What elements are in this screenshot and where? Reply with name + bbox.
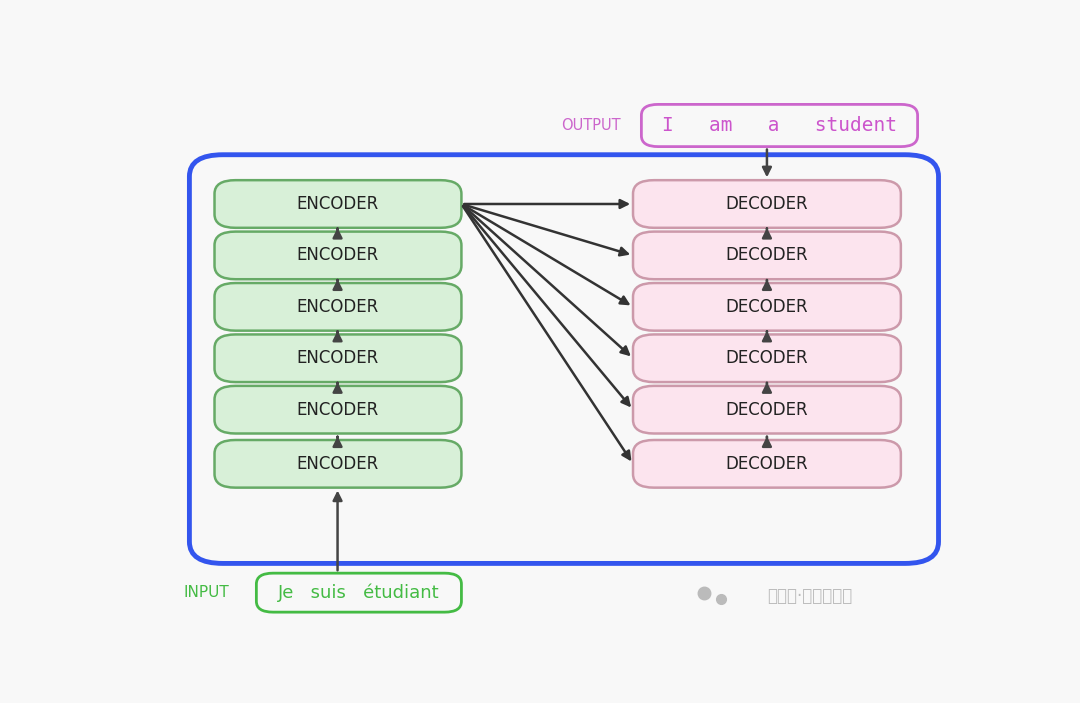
FancyBboxPatch shape	[633, 386, 901, 434]
FancyBboxPatch shape	[215, 440, 461, 488]
Text: OUTPUT: OUTPUT	[562, 118, 621, 133]
FancyBboxPatch shape	[633, 335, 901, 382]
Text: ENCODER: ENCODER	[297, 401, 379, 419]
Text: I   am   a   student: I am a student	[662, 116, 897, 135]
Text: 公众号·老肖说两句: 公众号·老肖说两句	[767, 587, 852, 605]
Text: ENCODER: ENCODER	[297, 247, 379, 264]
FancyBboxPatch shape	[215, 180, 461, 228]
FancyBboxPatch shape	[215, 335, 461, 382]
Text: ENCODER: ENCODER	[297, 195, 379, 213]
Text: DECODER: DECODER	[726, 401, 808, 419]
FancyBboxPatch shape	[642, 104, 918, 147]
Text: DECODER: DECODER	[726, 349, 808, 367]
FancyBboxPatch shape	[256, 573, 461, 612]
Text: DECODER: DECODER	[726, 455, 808, 473]
FancyBboxPatch shape	[633, 231, 901, 279]
Text: INPUT: INPUT	[184, 585, 229, 600]
Text: ENCODER: ENCODER	[297, 349, 379, 367]
Text: DECODER: DECODER	[726, 298, 808, 316]
FancyBboxPatch shape	[215, 283, 461, 330]
FancyBboxPatch shape	[633, 283, 901, 330]
Text: DECODER: DECODER	[726, 195, 808, 213]
Text: DECODER: DECODER	[726, 247, 808, 264]
FancyBboxPatch shape	[215, 386, 461, 434]
Text: Je   suis   étudiant: Je suis étudiant	[278, 583, 440, 602]
FancyBboxPatch shape	[189, 155, 939, 563]
FancyBboxPatch shape	[633, 440, 901, 488]
Text: ENCODER: ENCODER	[297, 298, 379, 316]
FancyBboxPatch shape	[215, 231, 461, 279]
Text: ENCODER: ENCODER	[297, 455, 379, 473]
FancyBboxPatch shape	[633, 180, 901, 228]
